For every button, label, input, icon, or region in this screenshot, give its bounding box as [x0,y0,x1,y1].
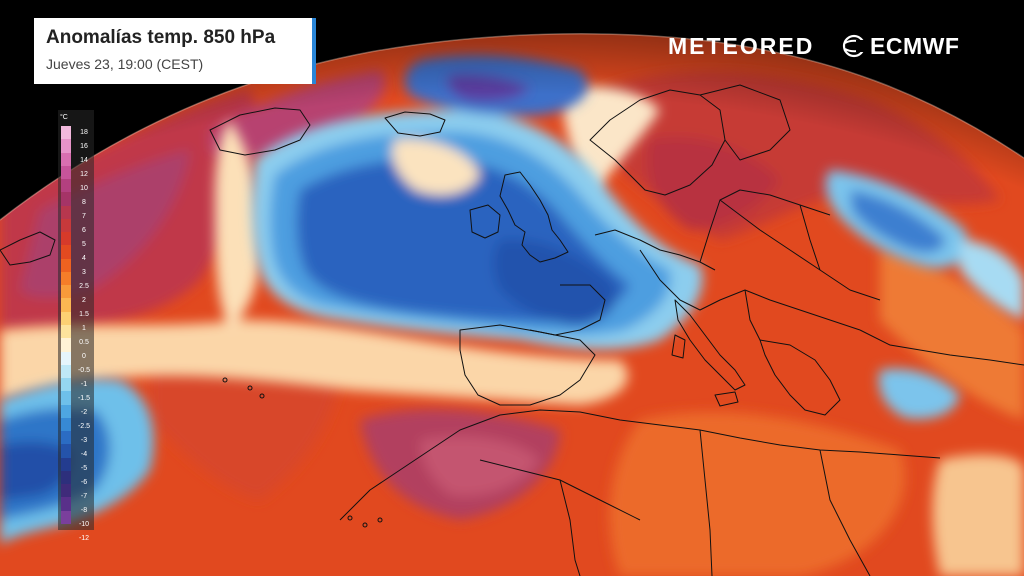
legend-swatch [61,378,71,392]
legend-label: -4 [80,451,88,458]
legend-swatch [61,139,71,153]
map-title-box: Anomalías temp. 850 hPa Jueves 23, 19:00… [34,18,316,84]
legend-label: 1 [82,325,86,332]
legend-swatch [61,126,71,140]
legend-swatch [61,497,71,511]
legend-label: -5 [80,465,88,472]
legend-label: 10 [80,185,88,192]
legend-label: 2 [82,297,86,304]
legend-swatch [61,245,71,259]
legend-swatch [61,510,71,524]
legend-swatch [61,311,71,325]
legend-swatch [61,298,71,312]
legend-swatch [61,205,71,219]
legend-swatch [61,324,71,339]
legend-swatch [61,457,71,471]
legend-swatch [61,470,71,485]
legend-label: 2.5 [79,283,89,290]
legend-label: -1 [80,381,88,388]
legend-label: 7 [82,213,86,220]
legend-label: -3 [80,437,88,444]
legend-swatch [61,338,71,352]
legend-swatch [61,271,71,286]
legend-label: 8 [82,199,86,206]
legend-label: -6 [80,479,88,486]
map-timestamp: Jueves 23, 19:00 (CEST) [46,56,204,72]
legend-swatch [61,391,71,405]
temperature-legend: °C 18 16 14 12 10 8 7 6 5 4 3 2.5 2 1.5 1 0.5 0 -0.5 -1 -1.… [58,110,94,542]
legend-swatch [61,431,71,445]
legend-label: 6 [82,227,86,234]
legend-label: 14 [80,157,88,164]
legend-label: 12 [80,171,88,178]
legend-label: -8 [80,507,88,514]
legend-label: -12 [78,535,90,542]
legend-label: 16 [80,143,88,150]
legend-label: 1.5 [79,311,89,318]
meteored-logo: METEORED [668,33,815,59]
legend-label: 4 [82,255,86,262]
legend-label: 0.5 [79,339,89,346]
legend-swatch [61,351,71,365]
legend-label: 3 [82,269,86,276]
ecmwf-logo: ECMWF [870,33,960,59]
legend-swatch [61,364,71,379]
ecmwf-logo-icon [842,34,870,58]
map-title: Anomalías temp. 850 hPa [46,27,276,48]
legend-swatch [61,232,71,246]
legend-label: -2 [80,409,88,416]
legend-label: -1.5 [77,395,91,402]
legend-label: -10 [78,521,90,528]
legend-swatch [61,484,71,498]
legend-swatch [61,152,71,166]
legend-labels: 18 16 14 12 10 8 7 6 5 4 3 2.5 2 1.5 1 0.5 0 -0.5 -1 -1.5 -2… [74,126,94,542]
legend-label: -7 [80,493,88,500]
legend-swatch [61,417,71,432]
legend-swatch [61,218,71,233]
legend-swatch [61,192,71,206]
legend-color-bar [61,126,71,524]
legend-swatch [61,404,71,418]
legend-swatch [61,258,71,272]
legend-label: -2.5 [77,423,91,430]
legend-swatch [61,179,71,193]
legend-swatch [61,285,71,299]
legend-label: 18 [80,129,88,136]
legend-label: 5 [82,241,86,248]
legend-label: 0 [82,353,86,360]
legend-unit: °C [60,114,68,121]
legend-swatch [61,444,71,458]
legend-label: -0.5 [77,367,91,374]
legend-swatch [61,165,71,180]
